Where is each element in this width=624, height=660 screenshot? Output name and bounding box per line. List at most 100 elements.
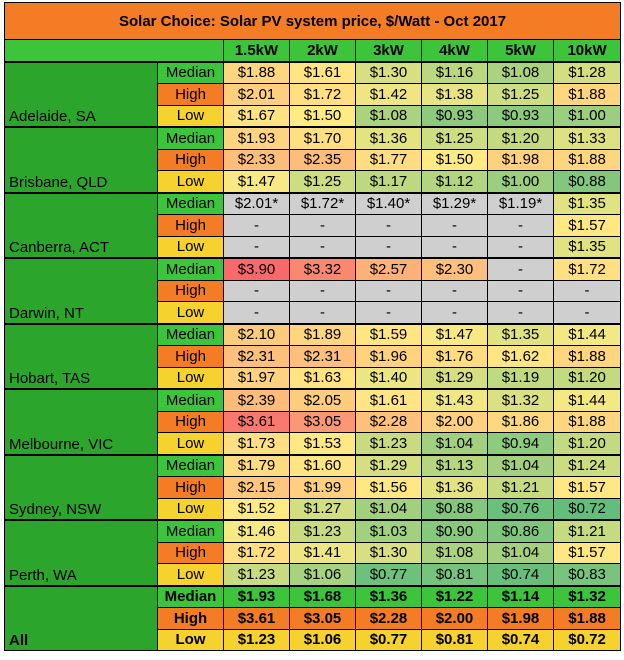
column-header: 2kW xyxy=(289,39,356,62)
table-row: Melbourne, VIC Median $2.39 $2.05 $1.61 $1.43… xyxy=(4,388,622,455)
price-cell: $2.00 xyxy=(421,607,488,630)
price-cell: $1.57 xyxy=(552,214,622,237)
price-cell: - xyxy=(487,279,554,302)
price-cell: - xyxy=(487,214,554,237)
column-header: 10kW xyxy=(552,39,622,62)
price-cell: $0.83 xyxy=(552,563,622,586)
price-cell: $1.89 xyxy=(289,322,356,346)
price-cell: $2.00 xyxy=(421,410,488,433)
price-cell: - xyxy=(487,257,554,281)
price-cell: $1.29 xyxy=(421,366,488,390)
table-row: Low $1.23 $1.06 $0.77 $0.81 $0.74 $0.72 xyxy=(5,628,622,651)
price-cell: $0.81 xyxy=(421,563,488,586)
price-cell: $1.41 xyxy=(289,541,356,564)
city-label: Canberra, ACT xyxy=(4,191,158,259)
price-cell: $1.63 xyxy=(289,366,356,390)
price-cell: - xyxy=(355,279,422,302)
price-cell: $0.88 xyxy=(552,170,622,193)
price-cell: $1.35 xyxy=(487,322,554,346)
level-label: High xyxy=(157,345,224,368)
price-cell: $1.62 xyxy=(487,345,554,368)
price-cell: $2.31 xyxy=(223,345,290,368)
price-cell: $1.57 xyxy=(552,476,622,499)
price-cell: $1.19* xyxy=(487,191,554,215)
price-cell: $1.00 xyxy=(552,104,622,128)
price-cell: - xyxy=(355,214,422,237)
price-cell: $3.32 xyxy=(289,257,356,281)
price-cell: - xyxy=(289,235,356,259)
price-cell: $2.01 xyxy=(223,83,290,106)
level-label: High xyxy=(157,410,224,433)
price-cell: $1.28 xyxy=(552,60,622,84)
price-cell: $1.04 xyxy=(487,541,554,564)
price-cell: $3.61 xyxy=(223,607,290,630)
column-header: 3kW xyxy=(355,39,422,62)
table-row: Low - - - - - - xyxy=(5,301,622,324)
table-row: Hobart, TAS Median $2.10 $1.89 $1.59 $1.47 $1.… xyxy=(4,322,622,390)
price-table: Solar Choice: Solar PV system price, $/W… xyxy=(3,2,622,651)
price-cell: $2.31 xyxy=(289,345,356,368)
price-cell: - xyxy=(223,235,290,259)
table-row: High - - - - - $1.57 xyxy=(5,214,622,237)
city-label: Sydney, NSW xyxy=(4,453,158,521)
table-row: High $3.61 $3.05 $2.28 $2.00 $1.98 $1.88 xyxy=(5,607,622,630)
table-row: Adelaide, SA Median $1.88 $1.61 $1.30 $1.16 $1… xyxy=(4,60,622,128)
table-body: Adelaide, SA Median $1.88 $1.61 $1.30 $1.16 $1… xyxy=(4,60,622,651)
city-label: Darwin, NT xyxy=(4,257,158,324)
level-label: Median xyxy=(157,584,224,608)
table-row: Sydney, NSW Median $1.79 $1.60 $1.29 $1.13 $1.… xyxy=(4,453,622,521)
price-cell: $0.86 xyxy=(487,519,554,543)
price-cell: $1.08 xyxy=(355,104,422,128)
price-cell: $1.29* xyxy=(421,191,488,215)
price-cell: $1.25 xyxy=(421,126,488,150)
price-cell: $1.22 xyxy=(421,584,488,608)
level-label: High xyxy=(157,476,224,499)
price-cell: $1.03 xyxy=(355,519,422,543)
header-corner xyxy=(4,39,224,62)
price-cell: $1.21 xyxy=(487,476,554,499)
level-label: High xyxy=(157,279,224,302)
price-cell: - xyxy=(421,214,488,237)
price-cell: $1.72* xyxy=(289,191,356,215)
table-row: Low $1.97 $1.63 $1.40 $1.29 $1.19 $1.20 xyxy=(5,366,622,390)
price-cell: $1.25 xyxy=(289,170,356,193)
price-cell: $1.30 xyxy=(355,60,422,84)
price-cell: $1.88 xyxy=(552,148,622,171)
price-cell: $1.88 xyxy=(223,60,290,84)
price-cell: $1.53 xyxy=(289,432,356,455)
price-cell: $1.08 xyxy=(421,541,488,564)
price-cell: $1.04 xyxy=(421,432,488,455)
table-title: Solar Choice: Solar PV system price, $/W… xyxy=(3,2,622,40)
price-cell: $2.57 xyxy=(355,257,422,281)
table-row: Darwin, NT Median $3.90 $3.32 $2.57 $2.30- $1.… xyxy=(4,257,622,324)
price-cell: $1.36 xyxy=(355,584,422,608)
price-cell: $0.94 xyxy=(487,432,554,455)
price-cell: $1.35 xyxy=(552,235,622,259)
price-cell: $1.72 xyxy=(223,541,290,564)
table-row: Low $1.52 $1.27 $1.04 $0.88 $0.76 $0.72 xyxy=(5,497,622,521)
price-cell: $1.23 xyxy=(223,563,290,586)
level-label: High xyxy=(157,214,224,237)
price-cell: $2.35 xyxy=(289,148,356,171)
level-label: Median xyxy=(157,257,224,281)
level-label: High xyxy=(157,83,224,106)
price-cell: - xyxy=(223,301,290,324)
city-label: All xyxy=(4,584,158,651)
price-cell: $1.24 xyxy=(552,453,622,477)
price-cell: $1.52 xyxy=(223,497,290,521)
price-cell: $1.35 xyxy=(552,191,622,215)
level-label: Low xyxy=(157,104,224,128)
price-cell: $1.61 xyxy=(355,388,422,412)
level-label: Median xyxy=(157,453,224,477)
price-cell: $1.44 xyxy=(552,388,622,412)
level-label: High xyxy=(157,607,224,630)
price-cell: $2.05 xyxy=(289,388,356,412)
level-label: Median xyxy=(157,388,224,412)
price-cell: $1.72 xyxy=(552,257,622,281)
price-cell: $1.88 xyxy=(552,345,622,368)
city-label: Brisbane, QLD xyxy=(4,126,158,193)
level-label: Median xyxy=(157,126,224,150)
price-cell: - xyxy=(552,301,622,324)
price-cell: $0.90 xyxy=(421,519,488,543)
price-cell: $3.90 xyxy=(223,257,290,281)
